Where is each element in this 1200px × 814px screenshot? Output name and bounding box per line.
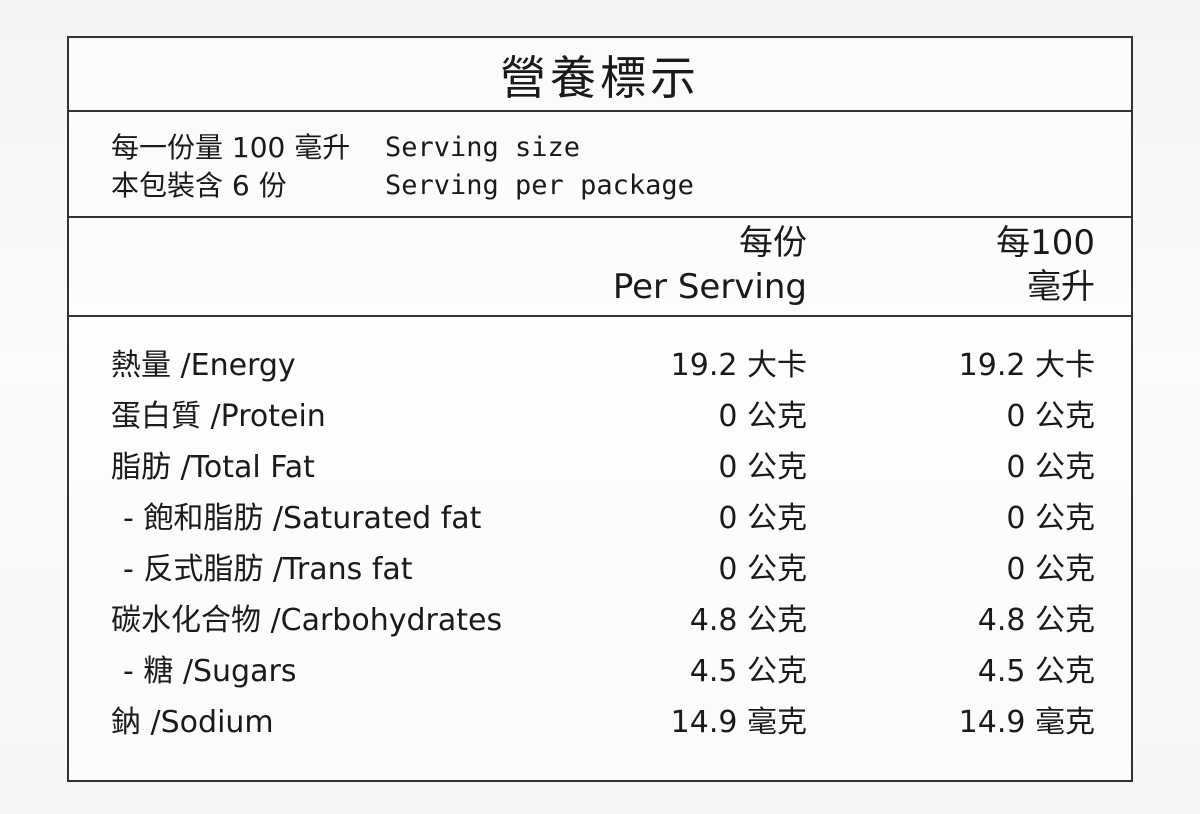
per-100ml-header: 每100 毫升 — [996, 221, 1095, 309]
per-100ml-header-line1: 每100 — [996, 223, 1095, 263]
label-title: 營養標示 — [69, 38, 1131, 112]
nutrient-per-serving: 0 公克 — [718, 450, 807, 485]
per-100ml-header-line2: 毫升 — [1027, 267, 1095, 307]
nutrient-row: 熱量 /Energy 19.2 大卡 19.2 大卡 — [69, 344, 1131, 388]
per-serving-header-en: Per Serving — [612, 267, 807, 307]
nutrient-per-serving: 14.9 毫克 — [670, 705, 807, 740]
nutrient-name: 脂肪 /Total Fat — [111, 450, 315, 485]
nutrient-row: - 飽和脂肪 /Saturated fat 0 公克 0 公克 — [69, 497, 1131, 541]
nutrient-name: - 飽和脂肪 /Saturated fat — [123, 501, 482, 536]
nutrient-per-serving: 4.5 公克 — [689, 654, 807, 689]
nutrient-per-serving: 19.2 大卡 — [670, 348, 807, 383]
serving-size-zh: 每一份量 100 毫升 — [111, 131, 351, 164]
nutrient-per-100ml: 0 公克 — [1006, 501, 1095, 536]
nutrient-row: 蛋白質 /Protein 0 公克 0 公克 — [69, 395, 1131, 439]
servings-per-package-zh: 本包裝含 6 份 — [111, 169, 287, 202]
nutrient-per-100ml: 14.9 毫克 — [958, 705, 1095, 740]
serving-info: 每一份量 100 毫升 Serving size 本包裝含 6 份 Servin… — [69, 110, 1131, 218]
nutrient-name: 鈉 /Sodium — [111, 705, 274, 740]
nutrient-row: - 反式脂肪 /Trans fat 0 公克 0 公克 — [69, 548, 1131, 592]
nutrient-per-serving: 0 公克 — [718, 552, 807, 587]
nutrient-per-serving: 4.8 公克 — [689, 603, 807, 638]
nutrient-name: 蛋白質 /Protein — [111, 399, 326, 434]
nutrient-name: 熱量 /Energy — [111, 348, 296, 383]
serving-size-en: Serving size — [385, 132, 581, 163]
nutrient-row: - 糖 /Sugars 4.5 公克 4.5 公克 — [69, 650, 1131, 694]
nutrient-name: - 反式脂肪 /Trans fat — [123, 552, 413, 587]
nutrient-per-100ml: 0 公克 — [1006, 552, 1095, 587]
per-serving-header: 每份 Per Serving — [613, 221, 807, 309]
nutrient-per-serving: 0 公克 — [718, 501, 807, 536]
servings-per-package-en: Serving per package — [385, 170, 694, 201]
nutrient-row: 脂肪 /Total Fat 0 公克 0 公克 — [69, 446, 1131, 490]
nutrient-row: 鈉 /Sodium 14.9 毫克 14.9 毫克 — [69, 701, 1131, 745]
nutrition-label: 營養標示 每一份量 100 毫升 Serving size 本包裝含 6 份 S… — [67, 36, 1133, 782]
nutrient-per-serving: 0 公克 — [718, 399, 807, 434]
nutrient-per-100ml: 0 公克 — [1006, 450, 1095, 485]
per-serving-header-zh: 每份 — [739, 223, 807, 263]
nutrient-row: 碳水化合物 /Carbohydrates 4.8 公克 4.8 公克 — [69, 599, 1131, 643]
nutrient-name: - 糖 /Sugars — [123, 654, 297, 689]
nutrient-per-100ml: 4.8 公克 — [977, 603, 1095, 638]
column-header-row: 每份 Per Serving 每100 毫升 — [69, 216, 1131, 317]
nutrient-name: 碳水化合物 /Carbohydrates — [111, 603, 503, 638]
nutrient-per-100ml: 0 公克 — [1006, 399, 1095, 434]
nutrient-per-100ml: 4.5 公克 — [977, 654, 1095, 689]
nutrient-per-100ml: 19.2 大卡 — [958, 348, 1095, 383]
